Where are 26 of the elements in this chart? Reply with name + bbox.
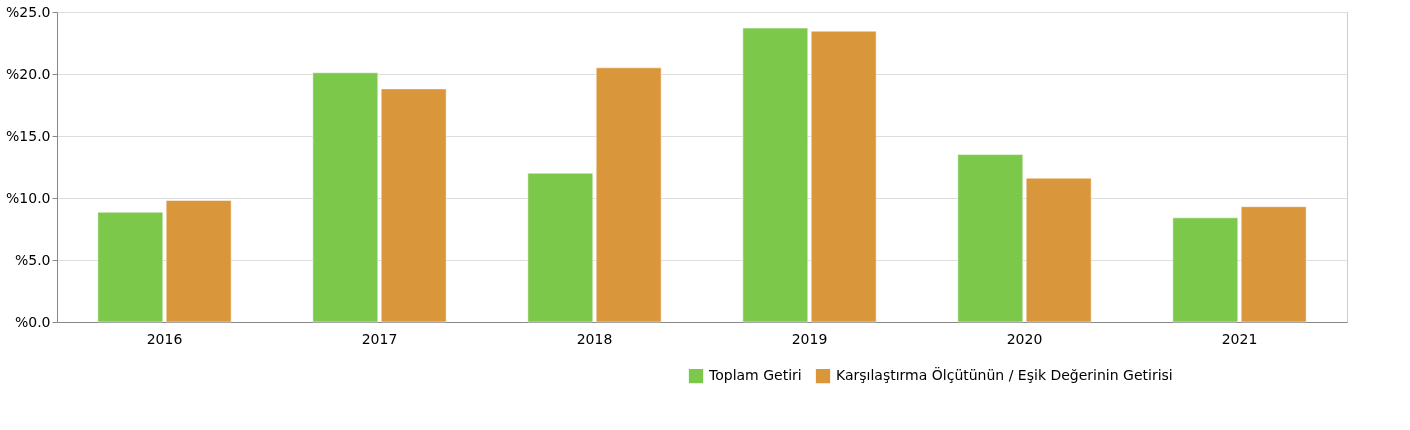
y-tick-label: %20.0 bbox=[6, 65, 51, 82]
x-tick-label: 2020 bbox=[1006, 330, 1043, 347]
legend-label: Toplam Getiri bbox=[708, 367, 802, 384]
x-tick-label: 2019 bbox=[791, 330, 828, 347]
x-tick-label: 2017 bbox=[361, 330, 398, 347]
x-tick-label: 2021 bbox=[1221, 330, 1258, 347]
bar bbox=[810, 30, 877, 323]
bar bbox=[312, 72, 379, 323]
bar bbox=[97, 211, 164, 323]
bar bbox=[380, 88, 447, 323]
y-tick-label: %5.0 bbox=[14, 251, 51, 268]
bar bbox=[1240, 206, 1307, 323]
legend-label: Karşılaştırma Ölçütünün / Eşik Değerinin Getirisi bbox=[836, 366, 1173, 384]
bar bbox=[742, 27, 809, 323]
bar bbox=[595, 67, 662, 323]
bar bbox=[527, 172, 594, 323]
x-tick-label: 2018 bbox=[576, 330, 613, 347]
y-tick-label: %25.0 bbox=[6, 3, 51, 20]
x-tick-label: 2016 bbox=[146, 330, 183, 347]
y-tick-label: %0.0 bbox=[14, 313, 51, 330]
bar bbox=[957, 154, 1024, 323]
bar bbox=[1025, 177, 1092, 323]
y-tick-label: %15.0 bbox=[6, 127, 51, 144]
bar bbox=[165, 199, 232, 323]
bar bbox=[1172, 217, 1239, 323]
y-tick-label: %10.0 bbox=[6, 189, 51, 206]
